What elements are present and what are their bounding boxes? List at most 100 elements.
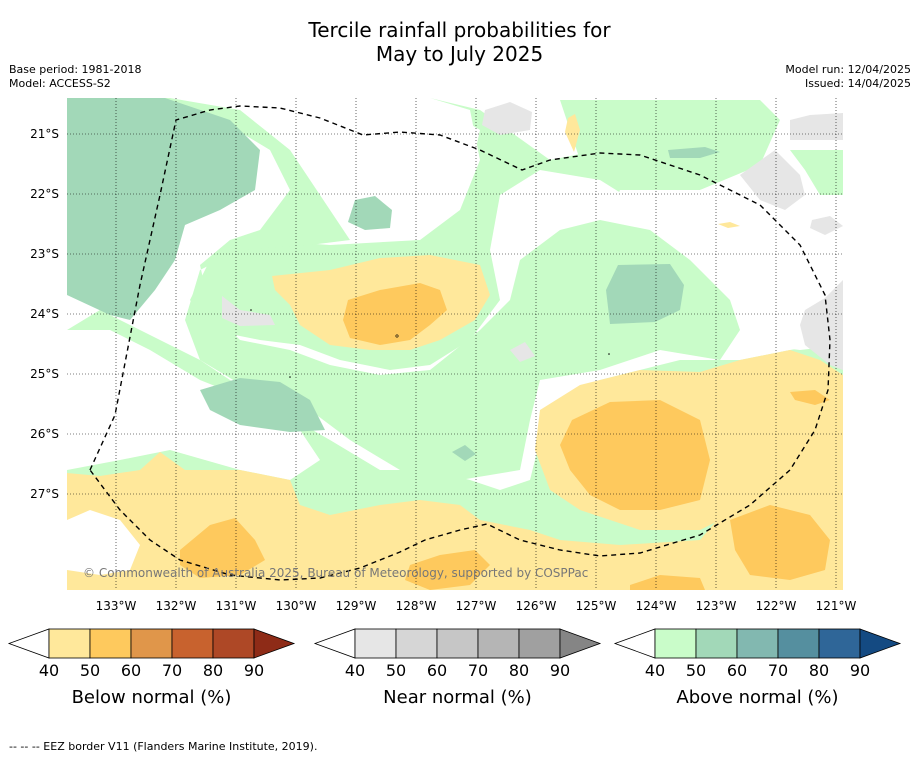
above-normal-50-region (452, 445, 476, 461)
near-normal-region (510, 342, 535, 362)
colorbar-tick-label: 50 (386, 661, 406, 680)
lon-label: 123°W (696, 599, 737, 613)
lon-label: 128°W (396, 599, 437, 613)
model-run-date: Model run: 12/04/2025 (785, 63, 911, 76)
base-period: Base period: 1981-2018 (9, 63, 142, 76)
contour-point (289, 376, 291, 378)
eez-footnote: -- -- -- EEZ border V11 (Flanders Marine… (9, 740, 318, 753)
colorbar-extend-high (253, 628, 296, 659)
colorbar-tick-label: 70 (468, 661, 488, 680)
colorbar-title: Below normal (%) (72, 687, 232, 708)
colorbar-tick-label: 40 (345, 661, 365, 680)
colorbar-segment (212, 628, 255, 659)
graticule (67, 98, 843, 590)
lon-label: 131°W (216, 599, 257, 613)
colorbar-segment (777, 628, 820, 659)
contour-point (608, 353, 610, 355)
near-normal-region (810, 216, 843, 235)
below-normal-50-region (343, 283, 447, 345)
colorbar-tick-label: 80 (509, 661, 529, 680)
lat-label: 23°S (30, 247, 59, 261)
colorbar-tick-label: 90 (850, 661, 870, 680)
near-normal-region (740, 150, 805, 210)
lon-label: 129°W (336, 599, 377, 613)
map-panel: © Commonwealth of Australia 2025, Bureau… (67, 98, 843, 590)
colorbar-title: Above normal (%) (676, 687, 838, 708)
lat-label: 26°S (30, 427, 59, 441)
title-line-1: Tercile rainfall probabilities for (308, 18, 611, 42)
neutral-region (67, 510, 140, 575)
copyright-text: © Commonwealth of Australia 2025, Bureau… (83, 566, 588, 580)
colorbar-tick-label: 50 (686, 661, 706, 680)
colorbar-tick-label: 60 (427, 661, 447, 680)
colorbar-segment (130, 628, 173, 659)
longitude-labels: 133°W 132°W 131°W 130°W 129°W 128°W 127°… (96, 599, 857, 613)
colorbar-segment (736, 628, 779, 659)
below-normal-region (718, 222, 740, 228)
below-normal-50-region (405, 550, 490, 590)
below-normal-region (565, 114, 580, 152)
model-name: Model: ACCESS-S2 (9, 77, 111, 90)
below-normal-50-region (630, 575, 705, 590)
colorbar-segment (48, 628, 91, 659)
colorbar-segment (477, 628, 520, 659)
colorbar-segment (695, 628, 738, 659)
colorbar-tick-label: 50 (80, 661, 100, 680)
below-normal-50-region (730, 505, 830, 580)
colorbar-segment (354, 628, 397, 659)
above-normal-50-region (668, 147, 720, 158)
near-normal-region (790, 113, 843, 140)
above-normal-region (560, 100, 640, 160)
colorbar-extend-low (313, 628, 356, 659)
colorbar-extend-low (7, 628, 50, 659)
lon-label: 133°W (96, 599, 137, 613)
issued-date: Issued: 14/04/2025 (804, 77, 911, 90)
above-normal-region (67, 98, 780, 370)
lon-label: 122°W (756, 599, 797, 613)
latitude-labels: 21°S 22°S 23°S 24°S 25°S 26°S 27°S (30, 127, 59, 501)
colorbar-tick-label: 90 (550, 661, 570, 680)
colorbar-tick-label: 80 (203, 661, 223, 680)
colorbar-title: Near normal (%) (383, 687, 532, 708)
map-title: Tercile rainfall probabilities for May t… (0, 18, 919, 66)
colorbar-segment (518, 628, 561, 659)
colorbar: 40 50 60 70 80 90 Below normal (%) (7, 628, 296, 708)
metadata-right: Model run: 12/04/2025 Issued: 14/04/2025 (785, 63, 911, 91)
contour-point (395, 334, 399, 338)
below-normal-50-region (790, 390, 830, 405)
lat-label: 22°S (30, 187, 59, 201)
above-normal-50-region (200, 378, 325, 432)
below-normal-50-region (560, 400, 710, 510)
colorbar-segment (818, 628, 861, 659)
contour-point (250, 309, 252, 311)
above-normal-region (67, 98, 740, 480)
lat-label: 25°S (30, 367, 59, 381)
lon-label: 126°W (516, 599, 557, 613)
lat-label: 27°S (30, 487, 59, 501)
colorbar-tick-label: 90 (244, 661, 264, 680)
colorbar-tick-label: 60 (727, 661, 747, 680)
colorbar-tick-label: 40 (645, 661, 665, 680)
colorbar-segment (654, 628, 697, 659)
metadata-left: Base period: 1981-2018 Model: ACCESS-S2 (9, 63, 141, 91)
lon-label: 124°W (636, 599, 677, 613)
below-normal-50-region (180, 518, 265, 578)
lon-label: 127°W (456, 599, 497, 613)
title-line-2: May to July 2025 (375, 42, 544, 66)
lon-label: 132°W (156, 599, 197, 613)
lat-label: 24°S (30, 307, 59, 321)
eez-border (89, 105, 831, 581)
colorbar-segment (89, 628, 132, 659)
neutral-region (67, 330, 320, 480)
lat-label: 21°S (30, 127, 59, 141)
above-normal-50-region (348, 196, 392, 230)
neutral-region (310, 100, 480, 200)
colorbar: 40 50 60 70 80 90 Above normal (%) (613, 628, 902, 708)
near-normal-region (222, 296, 275, 326)
colorbar-tick-label: 60 (121, 661, 141, 680)
colorbar-extend-low (613, 628, 656, 659)
near-normal-region (800, 280, 843, 370)
colorbar-extend-high (559, 628, 602, 659)
above-normal-region (790, 150, 843, 195)
